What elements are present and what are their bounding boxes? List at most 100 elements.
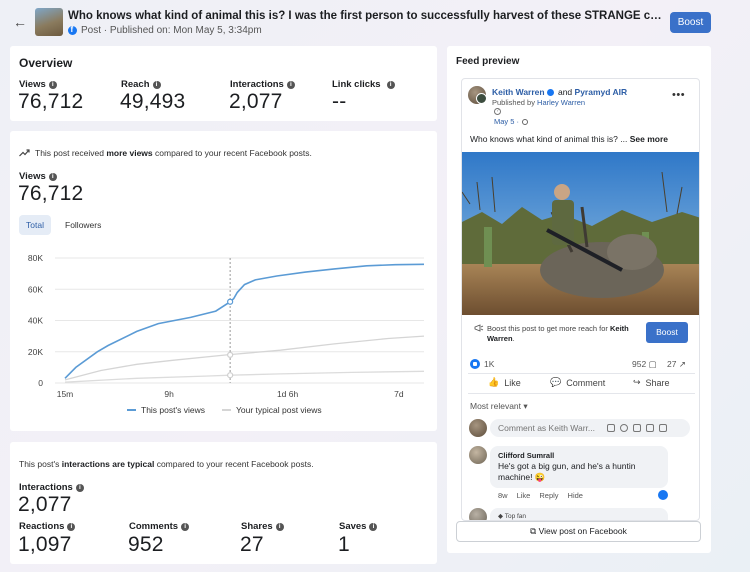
diamond-icon: ◆: [498, 513, 503, 520]
share-count[interactable]: 27 ↗: [667, 359, 686, 370]
post-text: Who knows what kind of animal this is? .…: [470, 134, 668, 144]
question-icon[interactable]: ?: [494, 108, 501, 115]
publisher-link[interactable]: Harley Warren: [537, 98, 586, 107]
post-meta: Post · Published on: Mon May 5, 3:34pm: [68, 25, 262, 36]
reaction-summary: 1K 952 ▢ 27 ↗: [462, 358, 699, 374]
comment-actions: 8w Like Reply Hide: [498, 491, 583, 500]
boost-prefix: Boost this post to get more reach for: [487, 324, 610, 333]
reach-label: Reach i: [121, 79, 161, 90]
marker-point: [227, 351, 234, 358]
share-arrow-icon: ↗: [678, 359, 686, 369]
comments-label-text: Comments: [129, 521, 179, 532]
boost-suffix: .: [512, 334, 515, 343]
insight-bold: interactions are typical: [61, 459, 155, 469]
overview-title: Overview: [19, 56, 73, 70]
y-tick-label: 80K: [28, 253, 43, 263]
info-icon[interactable]: i: [75, 483, 84, 492]
author-link[interactable]: Keith Warren: [492, 87, 545, 97]
like-action[interactable]: 👍 Like: [488, 377, 521, 388]
y-tick-label: 0: [38, 378, 43, 388]
interactions-insight: This post's interactions are typical com…: [19, 459, 314, 469]
marker-point: [227, 372, 234, 379]
post-date: May 5 ·: [494, 117, 529, 126]
info-icon[interactable]: i: [286, 80, 295, 89]
gif-icon[interactable]: [646, 424, 654, 432]
post-thumbnail: [35, 8, 63, 36]
chart-views-label-text: Views: [19, 171, 46, 182]
arrow-left-icon: ←: [13, 14, 27, 30]
info-icon[interactable]: i: [386, 80, 395, 89]
info-icon[interactable]: i: [181, 522, 190, 531]
topfan-avatar[interactable]: [469, 508, 487, 520]
interactions-value: 2,077: [229, 90, 283, 113]
x-tick-label: 1d 6h: [277, 389, 299, 399]
info-icon[interactable]: i: [67, 522, 76, 531]
info-icon[interactable]: i: [275, 522, 284, 531]
feed-preview-card: Feed preview Keith Warren and Pyramyd AI…: [447, 46, 711, 553]
saves-value: 1: [338, 533, 350, 556]
comment-reply[interactable]: Reply: [539, 491, 559, 500]
tab-followers[interactable]: Followers: [65, 220, 102, 230]
published-by: Published by Harley Warren: [492, 98, 585, 107]
comment-hide[interactable]: Hide: [567, 491, 583, 500]
coauthor-avatar[interactable]: [476, 93, 487, 104]
int-interactions-label-text: Interactions: [19, 482, 73, 493]
post-date-text[interactable]: May 5 ·: [494, 117, 520, 126]
see-more-link[interactable]: See more: [629, 134, 668, 144]
feed-preview-title: Feed preview: [456, 56, 520, 67]
x-tick-label: 15m: [57, 389, 74, 399]
comments-value: 952: [128, 533, 164, 556]
shares-label-text: Shares: [241, 521, 273, 532]
views-label: Views i: [19, 79, 57, 90]
saves-label: Saves i: [339, 521, 378, 532]
tab-total[interactable]: Total: [19, 215, 51, 235]
view-on-facebook-button[interactable]: ⧉ View post on Facebook: [456, 521, 701, 542]
post-photo[interactable]: [462, 152, 700, 315]
overview-card: Overview Views i 76,712 Reach i 49,493 I…: [10, 46, 437, 121]
more-options-icon[interactable]: •••: [672, 89, 686, 101]
back-button[interactable]: ←: [12, 14, 28, 30]
y-tick-label: 40K: [28, 316, 43, 326]
camera-icon[interactable]: [633, 424, 641, 432]
comment-text: He's got a big gun, and he's a huntin ma…: [498, 461, 636, 482]
info-icon[interactable]: i: [369, 522, 378, 531]
x-tick-label: 7d: [394, 389, 404, 399]
views-insight-text: This post received more views compared t…: [35, 148, 312, 158]
post-meta-text: Post · Published on: Mon May 5, 3:34pm: [81, 25, 262, 36]
info-icon[interactable]: i: [48, 80, 57, 89]
legend-label: This post's views: [141, 405, 205, 415]
comment-author-avatar[interactable]: [469, 446, 487, 464]
author-and: and: [557, 87, 573, 97]
comment-input[interactable]: [490, 419, 690, 437]
link-clicks-label-text: Link clicks: [332, 79, 381, 90]
globe-icon: [522, 118, 529, 125]
saves-label-text: Saves: [339, 521, 367, 532]
avatar-sticker-icon[interactable]: [607, 424, 615, 432]
coauthor-link[interactable]: Pyramyd AIR: [574, 87, 628, 97]
series-line: [64, 263, 425, 379]
reach-value: 49,493: [120, 90, 186, 113]
sticker-icon[interactable]: [659, 424, 667, 432]
info-icon[interactable]: i: [48, 172, 57, 181]
comment-time[interactable]: 8w: [498, 491, 508, 500]
external-link-icon: ⧉: [530, 526, 537, 536]
divider: [468, 373, 695, 374]
comment-like[interactable]: Like: [516, 491, 531, 500]
boost-button[interactable]: Boost: [670, 12, 711, 33]
feed-boost-button[interactable]: Boost: [646, 322, 688, 343]
boost-prompt-text: Boost this post to get more reach for Ke…: [487, 324, 642, 344]
topfan-comment: ◆ Top fan: [490, 508, 668, 520]
interactions-label-text: Interactions: [230, 79, 284, 90]
emoji-icon[interactable]: [620, 424, 628, 432]
comments-label: Comments i: [129, 521, 190, 532]
info-icon[interactable]: i: [152, 80, 161, 89]
comment-count[interactable]: 952 ▢: [632, 359, 657, 370]
insight-suffix: compared to your recent Facebook posts.: [154, 459, 314, 469]
reaction-count[interactable]: 1K: [484, 359, 495, 369]
share-action[interactable]: ↪ Share: [633, 377, 670, 388]
comment-author[interactable]: Clifford Sumrall: [498, 451, 555, 460]
comment-action[interactable]: 💬 Comment: [550, 377, 605, 388]
sort-comments[interactable]: Most relevant ▾: [470, 401, 528, 411]
reactions-label: Reactions i: [19, 521, 76, 532]
insight-bold: more views: [106, 148, 153, 158]
